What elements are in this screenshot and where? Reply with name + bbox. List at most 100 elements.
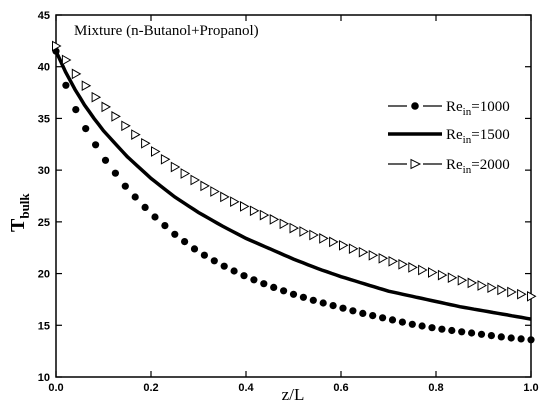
series-1000-point — [111, 169, 119, 177]
series-2000-point — [269, 214, 280, 225]
series-2000-point — [101, 101, 112, 113]
series-1000-point — [527, 336, 535, 344]
series-1000-point — [131, 193, 139, 201]
series-2000-point — [61, 54, 72, 66]
series-1000-point — [260, 280, 268, 288]
y-axis-title-sub: bulk — [17, 193, 32, 219]
series-2000-point — [210, 186, 220, 197]
series-2000-point — [497, 284, 507, 296]
series-2000-point — [348, 243, 359, 255]
legend-label-suffix: =1500 — [471, 127, 509, 143]
series-2000-point — [180, 168, 191, 179]
series-1000-point — [92, 141, 100, 149]
legend-item-2000: Rein=2000 — [388, 157, 510, 176]
series-1000-point — [299, 293, 307, 301]
legend-label-main: Re — [446, 157, 463, 173]
series-1000-point — [507, 334, 515, 342]
series-1000-point — [379, 314, 387, 322]
series-1000-point — [171, 230, 179, 238]
series-2000-point — [289, 222, 300, 234]
series-1000-point — [497, 333, 505, 341]
series-2000-point — [91, 91, 102, 103]
series-1000-point — [62, 81, 70, 89]
y-axis-title: Tbulk — [7, 193, 32, 232]
legend-label-main: Re — [446, 127, 463, 143]
series-1000-point — [477, 330, 486, 338]
series-1000-point — [72, 106, 80, 114]
series-2000-point — [447, 272, 458, 284]
series-2000-point — [527, 290, 537, 302]
series-2000-point — [418, 264, 428, 276]
series-1000-point — [339, 304, 347, 312]
plot-frame — [55, 14, 532, 378]
series-1000-point — [458, 328, 466, 336]
legend-label: Rein=1500 — [446, 127, 510, 146]
series-2000-point — [408, 262, 418, 273]
legend-marker — [411, 102, 419, 110]
series-1000-point — [408, 320, 416, 328]
y-tick-label: 40 — [38, 62, 50, 74]
series-1000-point — [329, 302, 337, 310]
series-2000-point — [339, 239, 349, 251]
series-2000-point — [487, 282, 497, 294]
series-2000-point — [249, 205, 260, 217]
series-2000-point — [467, 277, 478, 289]
y-axis-title-main: T — [7, 218, 29, 232]
series-2000-point — [358, 246, 369, 258]
series-1000-point — [270, 283, 278, 291]
series-1000-point — [369, 312, 377, 320]
y-tick-label: 20 — [38, 269, 50, 281]
series-1000-point — [181, 238, 189, 246]
series-2000-point — [121, 120, 131, 132]
x-tick-label: 0.8 — [428, 382, 443, 394]
series-2000-point — [151, 146, 161, 157]
series-2000-point — [428, 267, 438, 278]
series-2000-point — [329, 236, 339, 248]
series-2000-point — [190, 174, 201, 186]
series-1000-point — [398, 318, 406, 326]
y-tick-label: 45 — [38, 10, 50, 22]
y-tick-label: 15 — [38, 320, 50, 332]
series-2000-point — [71, 68, 82, 80]
series-2000-point — [477, 280, 488, 291]
y-tick-label: 10 — [38, 372, 50, 384]
series-2000-point — [259, 209, 270, 221]
series-1000-point — [151, 213, 159, 221]
series-1000-point — [101, 156, 110, 164]
series-2000-point — [52, 40, 62, 52]
series-2000-point — [299, 226, 309, 237]
legend-label-main: Re — [446, 99, 463, 115]
series-1000-point — [468, 329, 476, 337]
series-2000-point — [398, 258, 408, 270]
series-2000-point — [81, 80, 92, 92]
series-1000-point — [448, 326, 456, 335]
series-2000-point — [160, 153, 171, 165]
series-1000-point — [220, 262, 228, 270]
series-1000-point — [210, 257, 218, 265]
x-tick-label: 0.0 — [48, 382, 63, 394]
series-1000-point — [250, 276, 258, 284]
series-layer — [52, 40, 537, 344]
series-1000-point — [517, 335, 525, 343]
legend-label: Rein=2000 — [446, 157, 510, 176]
y-tick-label: 25 — [38, 217, 50, 229]
series-1000-point — [82, 125, 90, 133]
series-2000-point — [368, 249, 379, 261]
series-1000-point — [309, 296, 317, 304]
legend-label-sub: in — [463, 134, 472, 146]
series-2000-point — [131, 129, 141, 140]
x-tick-label: 1.0 — [523, 382, 538, 394]
x-tick-label: 0.6 — [333, 382, 348, 394]
series-2000-point — [457, 274, 468, 286]
legend-label-suffix: =1000 — [471, 99, 509, 115]
legend-marker — [410, 158, 422, 170]
series-1000-point — [319, 299, 327, 307]
series-1000-point — [200, 251, 208, 259]
legend-label-suffix: =2000 — [471, 157, 509, 173]
series-1000-point — [349, 307, 357, 315]
series-1000-point — [438, 325, 446, 333]
legend-label-sub: in — [463, 164, 472, 176]
y-tick-label: 30 — [38, 165, 50, 177]
